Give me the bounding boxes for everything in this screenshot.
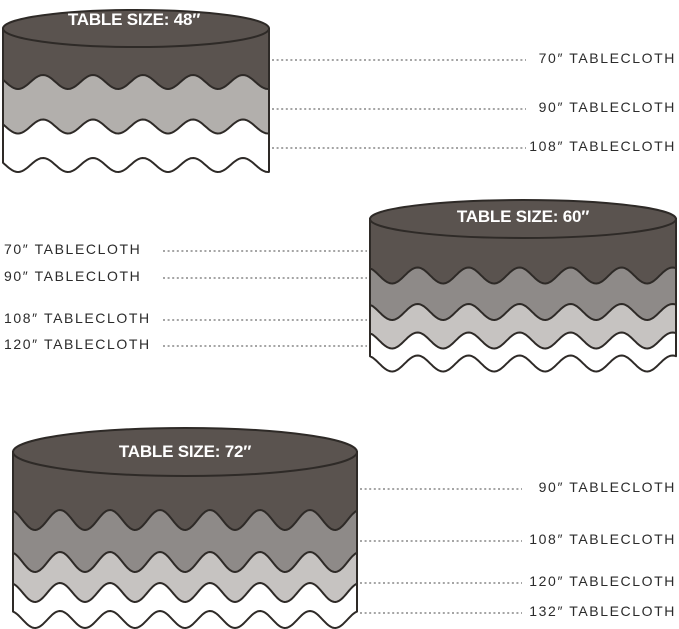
- table-figure-0: [2, 9, 526, 173]
- table-figure-1: [163, 199, 677, 373]
- table-top-ellipse: [2, 9, 270, 48]
- table-figure-2: [12, 427, 522, 629]
- table-top-ellipse: [12, 427, 358, 477]
- table-top-ellipse: [369, 199, 677, 239]
